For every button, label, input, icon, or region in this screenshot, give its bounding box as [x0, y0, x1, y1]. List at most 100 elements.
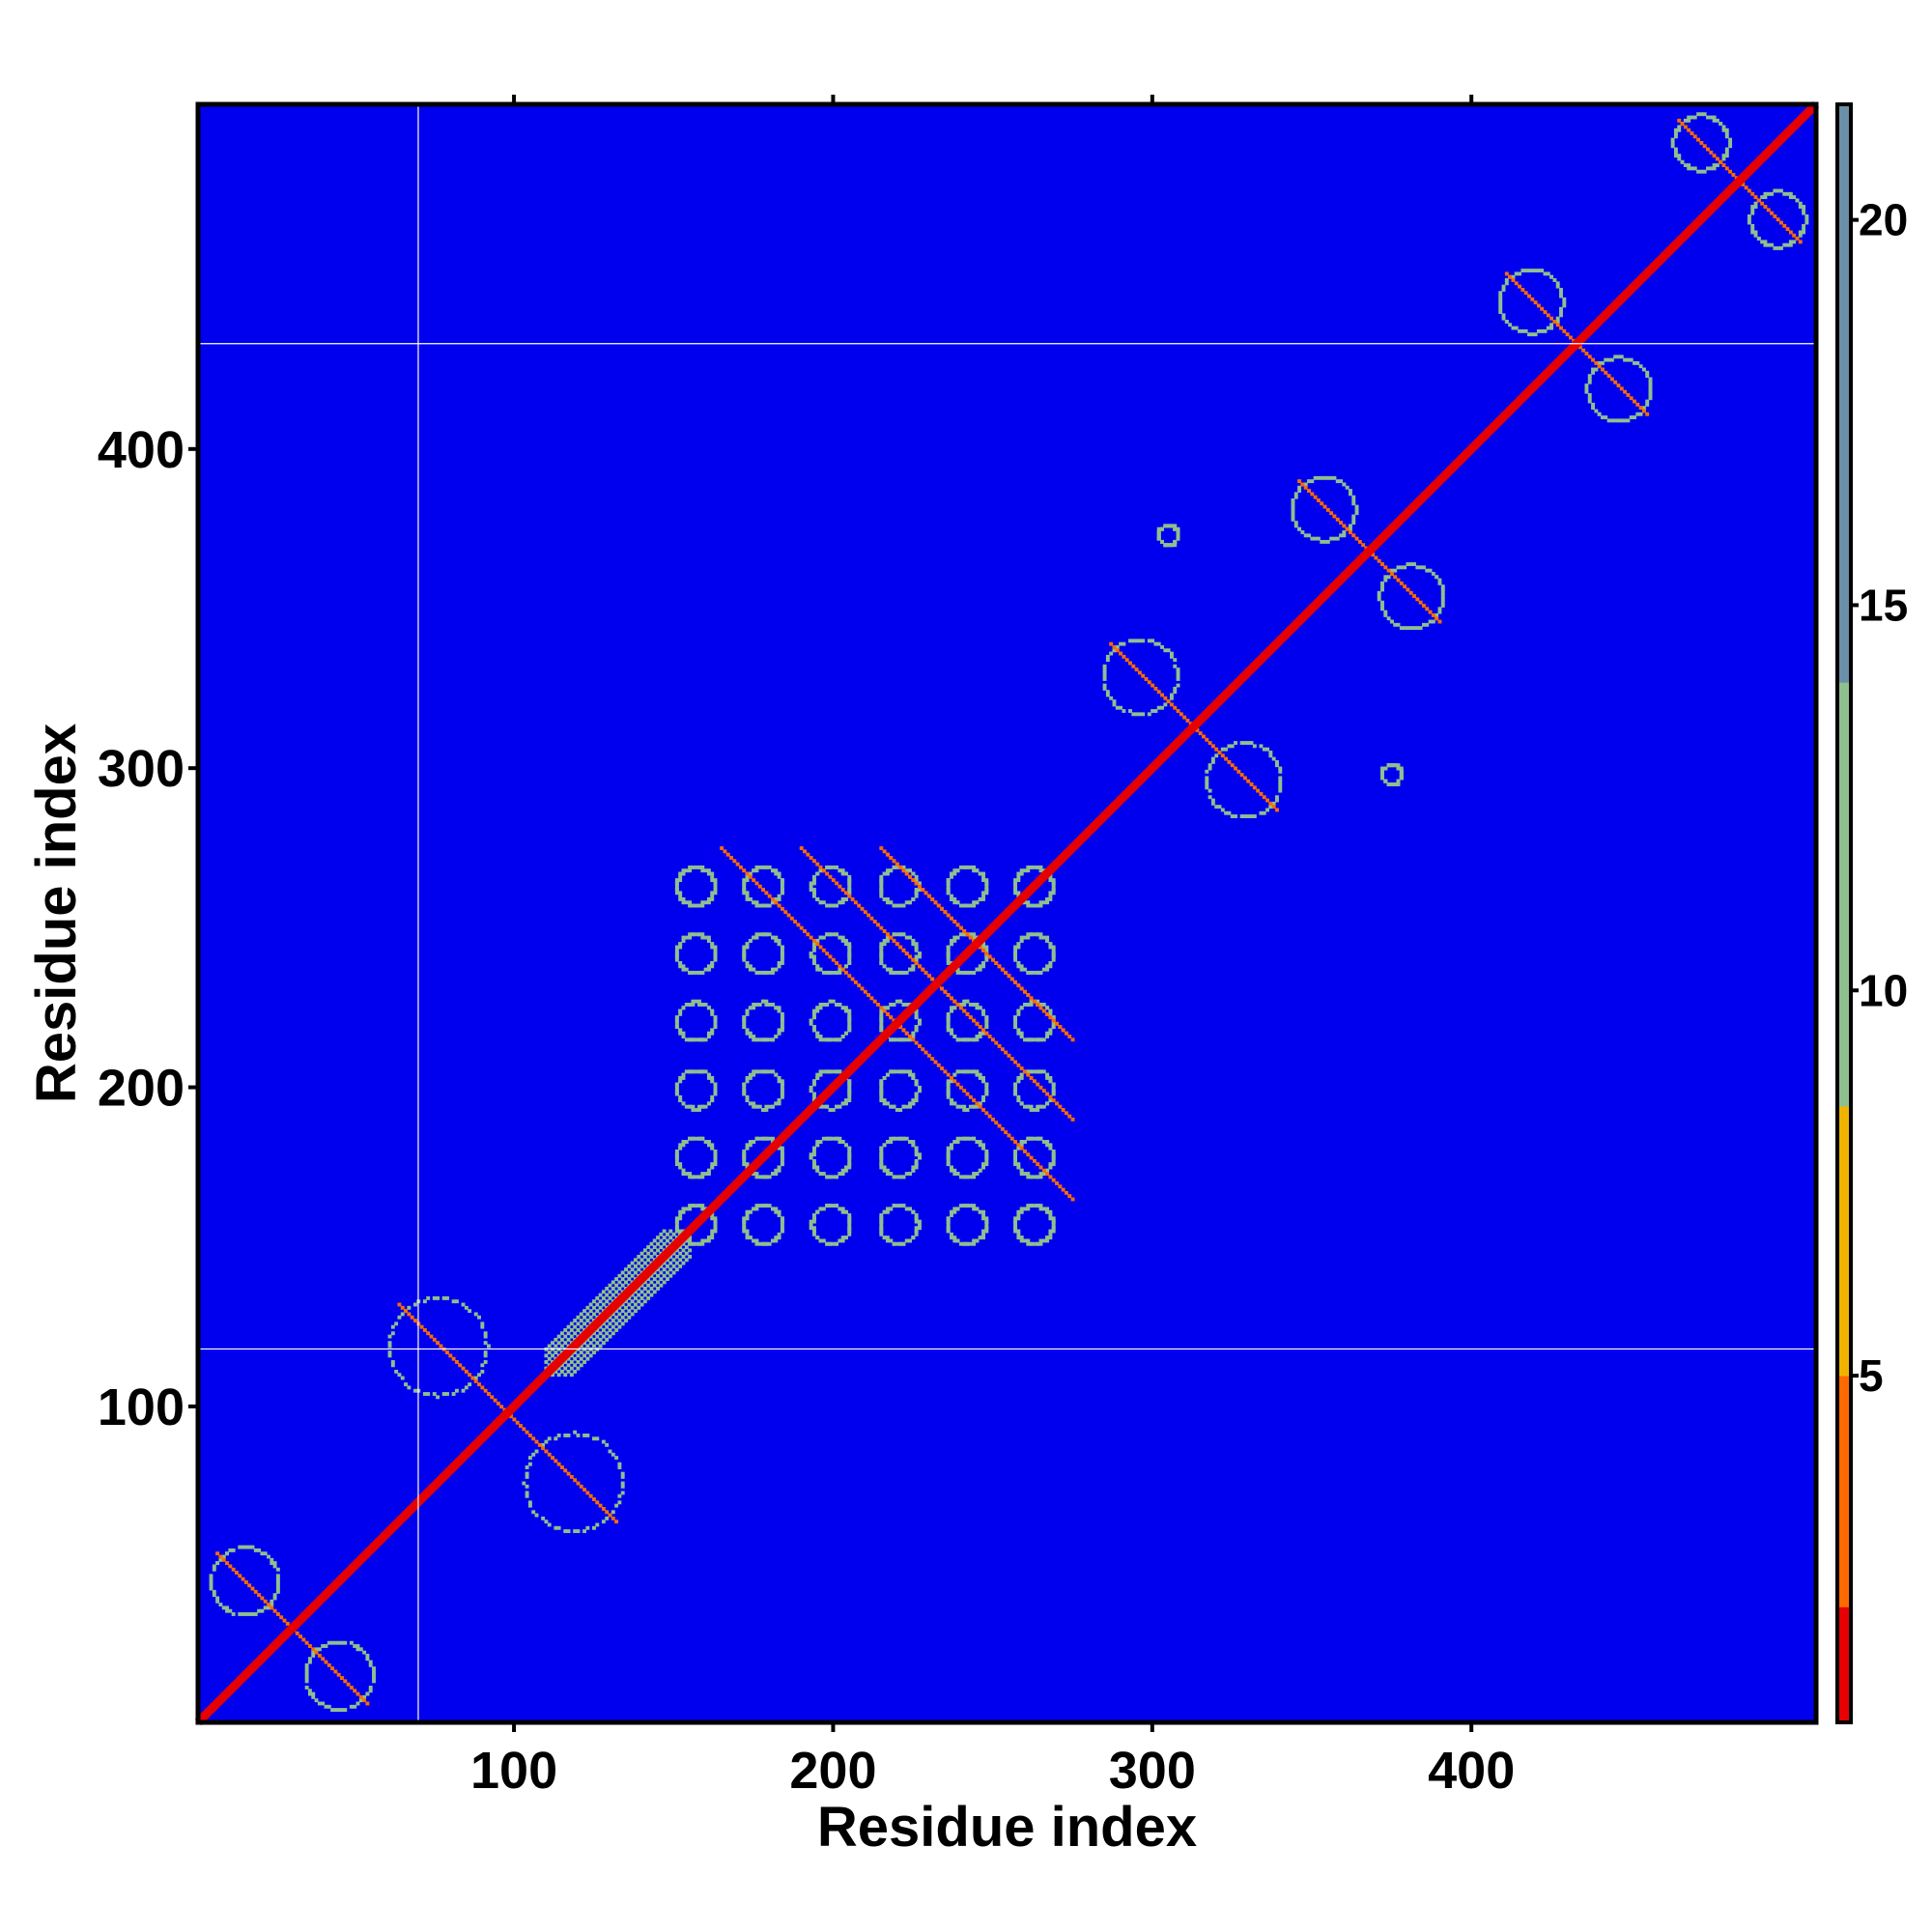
colorbar-segment [1837, 816, 1851, 838]
colorbar-segment [1837, 1645, 1851, 1665]
contact-cell [688, 900, 693, 905]
contact-cell [1320, 539, 1324, 544]
contact-cell [955, 1069, 960, 1074]
contact-cell [879, 888, 884, 892]
contact-cell [882, 871, 887, 876]
contact-cell [828, 970, 833, 975]
contact-cell [889, 868, 894, 873]
contact-cell [639, 1302, 644, 1307]
contact-cell [1721, 156, 1726, 161]
contact-cell [1728, 144, 1733, 149]
contact-cell [681, 1006, 686, 1010]
contact-cell [972, 903, 977, 908]
colorbar-segment [1837, 489, 1851, 510]
contact-cell [1291, 504, 1295, 509]
contact-cell [1613, 380, 1618, 384]
contact-cell [847, 974, 852, 979]
contact-cell [1763, 195, 1768, 200]
contact-cell [831, 865, 836, 869]
contact-cell [688, 1255, 693, 1259]
contact-cell [1520, 328, 1525, 333]
contact-cell [780, 1092, 784, 1096]
contact-cell [978, 1140, 982, 1144]
contact-cell [620, 1315, 625, 1320]
contact-cell [952, 1172, 957, 1177]
contact-cell [981, 1075, 985, 1080]
contact-cell [691, 999, 696, 1004]
contact-cell [1428, 610, 1433, 614]
contact-cell [895, 1175, 899, 1179]
contact-cell [311, 1650, 316, 1655]
contact-cell [917, 1155, 922, 1160]
contact-cell [1160, 705, 1164, 710]
contact-cell [885, 1207, 890, 1211]
contact-cell [809, 1226, 813, 1231]
contact-cell [585, 1337, 590, 1342]
contact-cell [585, 1434, 590, 1437]
contact-cell [1345, 485, 1350, 490]
contact-cell [1013, 948, 1018, 952]
contact-cell [637, 1261, 641, 1265]
contact-cell [710, 1143, 715, 1148]
contact-cell [637, 1305, 641, 1310]
contact-cell [436, 1295, 440, 1300]
contact-cell [984, 1229, 989, 1234]
contact-cell [831, 1204, 836, 1208]
contact-cell [990, 957, 995, 962]
contact-cell [563, 1334, 568, 1339]
contact-cell [691, 1136, 696, 1141]
contact-cell [1728, 137, 1733, 142]
contact-cell [1425, 568, 1430, 573]
contact-cell [1013, 1162, 1018, 1167]
contact-cell [713, 1149, 718, 1153]
contact-cell [780, 884, 784, 889]
contact-cell [1023, 967, 1027, 972]
contact-cell [914, 1165, 919, 1170]
contact-cell [1278, 766, 1283, 771]
contact-cell [257, 1548, 262, 1552]
contact-cell [678, 894, 683, 898]
contact-cell [882, 896, 887, 901]
contact-cell [569, 1327, 574, 1332]
contact-cell [908, 1172, 912, 1177]
contact-cell [678, 878, 683, 883]
contact-cell [1019, 1035, 1024, 1038]
contact-cell [892, 932, 896, 937]
contact-cell [921, 967, 925, 972]
contact-cell [1061, 1028, 1065, 1033]
contact-cell [774, 1236, 779, 1240]
contact-cell [950, 871, 953, 876]
contact-cell [914, 1098, 919, 1103]
contact-cell [1380, 581, 1384, 585]
contact-cell [445, 1350, 449, 1355]
contact-cell [247, 1545, 252, 1549]
contact-cell [611, 1312, 615, 1317]
contact-cell [745, 1209, 750, 1214]
contact-cell [815, 1035, 820, 1038]
contact-cell [349, 1686, 354, 1690]
contact-cell [1019, 1075, 1024, 1080]
contact-cell [547, 1436, 552, 1441]
contact-cell [588, 1315, 593, 1320]
contact-cell [275, 1574, 280, 1578]
contact-cell [713, 888, 718, 892]
contact-cell [451, 1392, 456, 1396]
colorbar-segment [1837, 585, 1851, 606]
contact-cell [1029, 1241, 1034, 1246]
contact-cell [1300, 530, 1305, 534]
contact-cell [1788, 191, 1793, 196]
contact-cell [879, 1229, 884, 1234]
contact-cell [898, 1037, 903, 1042]
contact-cell [901, 1037, 906, 1042]
contact-cell [767, 970, 772, 975]
contact-cell [662, 1267, 667, 1272]
contact-cell [955, 868, 960, 873]
contact-cell [1239, 741, 1244, 745]
contact-cell [1587, 374, 1592, 379]
contact-cell [1393, 622, 1398, 627]
contact-cell [1045, 1092, 1050, 1096]
contact-cell [821, 970, 826, 975]
contact-cell [1055, 1181, 1059, 1185]
contact-cell [981, 1229, 985, 1234]
contact-cell [1016, 1094, 1021, 1099]
